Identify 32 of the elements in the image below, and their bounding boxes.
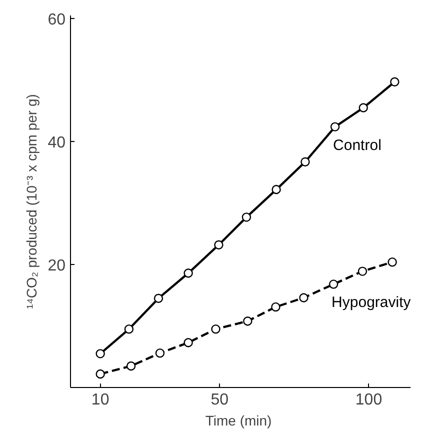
point [272,184,281,194]
series-label: Control [333,136,382,154]
point [242,212,252,222]
y-tick-label: 40 [48,134,66,152]
point [214,240,224,250]
point [96,349,105,358]
point [390,77,400,86]
point [154,294,164,303]
series-label: Hypogravity [332,294,412,312]
point [388,257,397,267]
point [124,324,134,334]
point [328,280,338,289]
point [330,122,340,132]
y-tick-label: 60 [48,12,66,29]
point [358,103,368,112]
point [271,302,280,312]
point [299,293,308,302]
point [126,361,136,371]
point [358,266,368,276]
point [243,316,252,326]
point [300,157,310,166]
point [184,268,193,278]
point [184,338,193,348]
y-tick-label: 20 [48,258,66,275]
point [155,348,165,358]
x-tick-label: 50 [210,392,229,408]
x-axis-title: Time (min) [205,412,272,428]
x-tick-label: 10 [91,392,110,408]
point [96,369,105,379]
x-tick-label: 100 [355,392,382,408]
point [211,324,220,334]
y-axis-title: ¹⁴CO₂ produced (10⁻³ x cpm per g) [24,94,40,309]
